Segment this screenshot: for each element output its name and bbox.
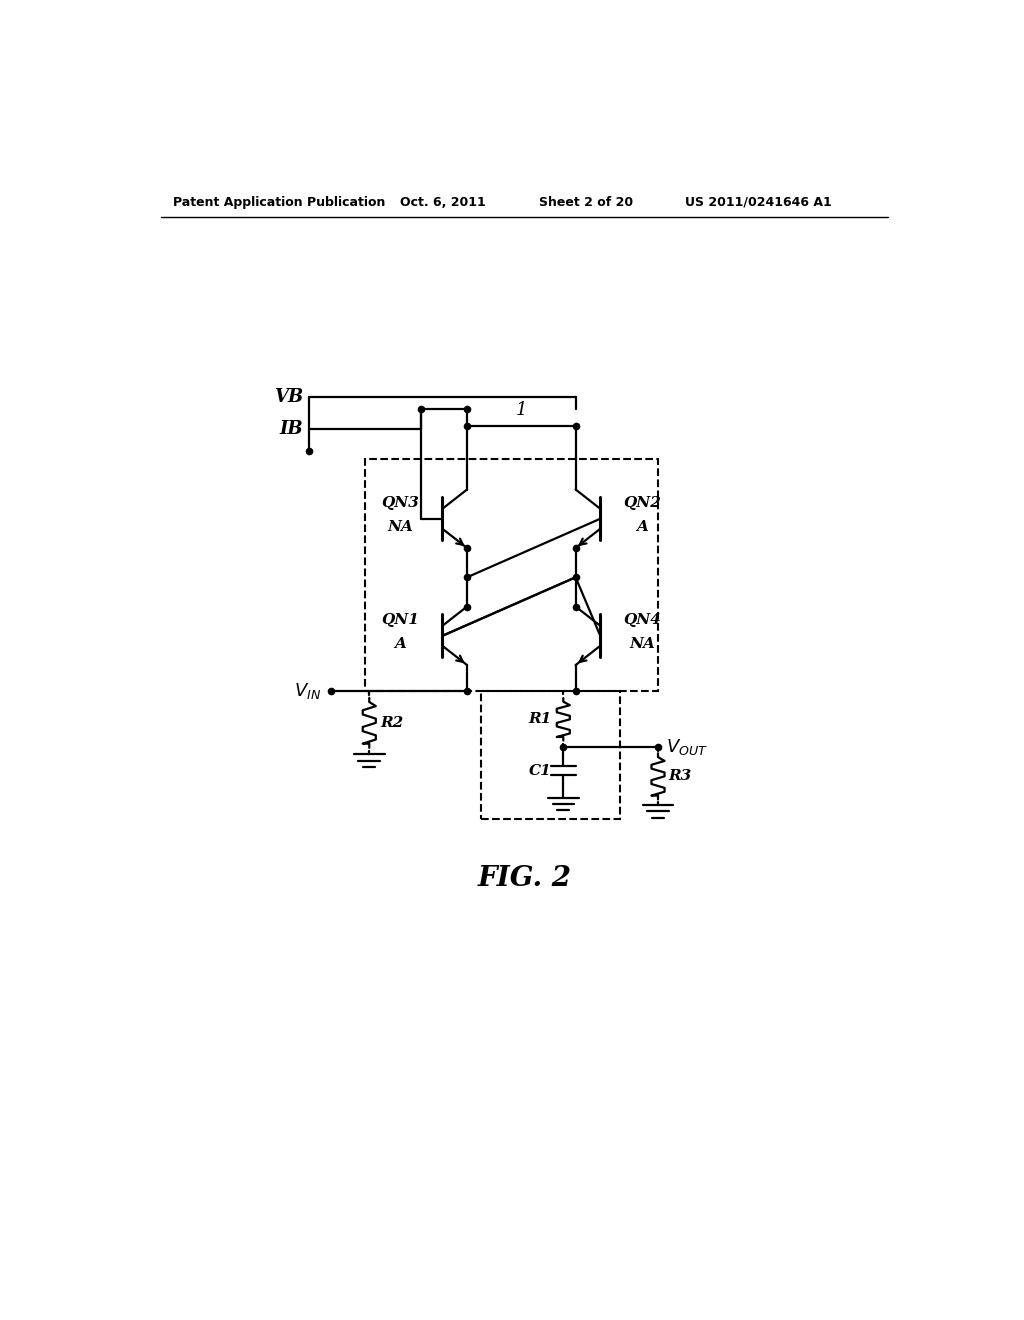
Text: FIG. 2: FIG. 2 (478, 865, 571, 892)
Text: IB: IB (280, 421, 303, 438)
Text: $V_{IN}$: $V_{IN}$ (294, 681, 322, 701)
Text: QN2: QN2 (624, 495, 662, 510)
Text: A: A (394, 638, 406, 651)
Text: A: A (637, 520, 648, 535)
Text: NA: NA (630, 638, 655, 651)
Text: US 2011/0241646 A1: US 2011/0241646 A1 (685, 195, 831, 209)
Text: QN4: QN4 (624, 612, 662, 627)
Text: QN1: QN1 (381, 612, 419, 627)
Text: Oct. 6, 2011: Oct. 6, 2011 (400, 195, 485, 209)
Text: VB: VB (273, 388, 303, 407)
Text: R1: R1 (528, 713, 552, 726)
Text: NA: NA (387, 520, 413, 535)
Text: Sheet 2 of 20: Sheet 2 of 20 (539, 195, 633, 209)
Text: C1: C1 (529, 763, 552, 777)
Text: QN3: QN3 (381, 495, 419, 510)
Text: $V_{OUT}$: $V_{OUT}$ (666, 738, 708, 758)
Text: Patent Application Publication: Patent Application Publication (173, 195, 385, 209)
Text: R3: R3 (669, 770, 692, 783)
Text: R2: R2 (380, 715, 403, 730)
Text: 1: 1 (516, 401, 527, 420)
